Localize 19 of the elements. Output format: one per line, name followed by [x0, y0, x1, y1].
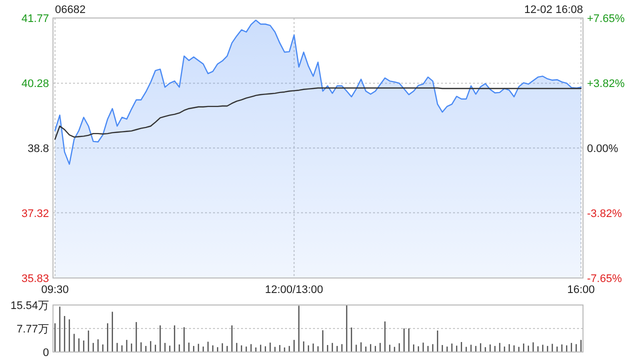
x-tick-label: 16:00 [567, 284, 595, 296]
y-tick-label: 37.32 [21, 208, 49, 220]
y2-tick-label: +3.82% [587, 78, 625, 90]
y2-tick-label: -3.82% [587, 208, 622, 220]
y-tick-label: 35.83 [21, 273, 49, 285]
line-series [54, 87, 582, 140]
y-tick-label: 40.28 [21, 78, 49, 90]
y-tick-label: 15.54万 [10, 300, 49, 312]
y2-tick-label: 0.00% [587, 143, 618, 155]
x-tick-label: 12:00/13:00 [265, 284, 324, 296]
y-tick-label: 7.77万 [16, 324, 49, 336]
y-tick-label: 38.8 [28, 143, 49, 155]
text: 12-02 16:08 [524, 4, 583, 16]
y-tick-label: 0 [42, 347, 49, 359]
chart-title: 06682 [55, 4, 86, 16]
y2-tick-label: -7.65% [587, 273, 622, 285]
y-tick-label: 41.77 [21, 13, 49, 25]
y2-tick-label: +7.65% [587, 13, 625, 25]
x-tick-label: 09:30 [41, 284, 69, 296]
